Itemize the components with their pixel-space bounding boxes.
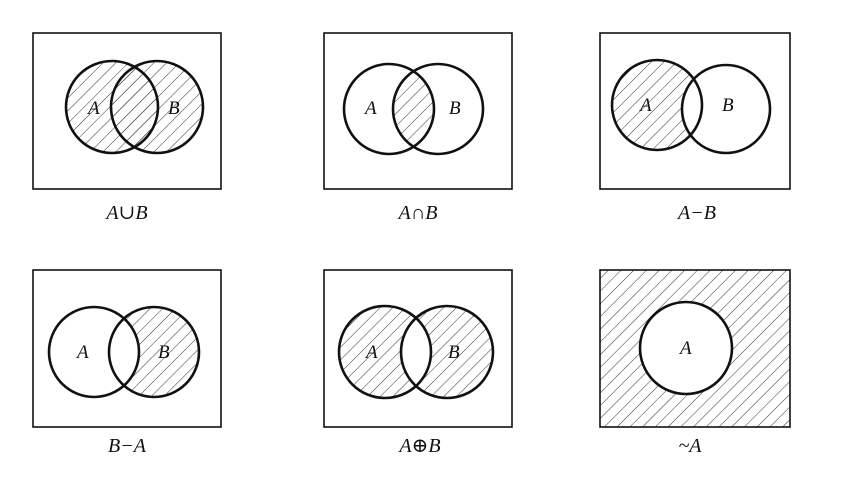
set-b-label: B <box>449 98 461 119</box>
operation-caption: B−A <box>108 435 147 457</box>
panel-b-minus-a: A B B−A <box>32 269 222 457</box>
panel-symmetric-difference: A B A⊕B <box>323 269 513 457</box>
operation-caption: A∩B <box>397 202 438 224</box>
operation-caption: A∪B <box>104 202 147 224</box>
set-a-label: A <box>75 342 89 363</box>
set-a-label: A <box>638 95 652 116</box>
panel-union: A B A∪B <box>32 32 222 224</box>
panel-frame <box>323 32 513 190</box>
set-a-circle <box>337 304 433 400</box>
set-a-circle <box>64 59 160 155</box>
shaded-region <box>66 61 203 153</box>
set-a-circle <box>47 305 141 399</box>
set-a-label: A <box>86 98 100 119</box>
operation-caption: A−B <box>676 202 716 224</box>
panel-frame <box>323 269 513 428</box>
operation-caption: A⊕B <box>397 435 440 457</box>
set-b-circle <box>391 62 485 156</box>
set-b-label: B <box>158 342 170 363</box>
set-a-label: A <box>364 342 378 363</box>
shaded-region <box>393 64 434 154</box>
set-b-label: B <box>168 98 180 119</box>
panel-frame <box>32 269 222 428</box>
set-a-label: A <box>678 338 692 359</box>
panel-complement: A ~A <box>599 269 791 457</box>
panel-frame <box>599 32 791 190</box>
operation-caption: ~A <box>678 435 702 457</box>
set-b-circle <box>680 63 772 155</box>
set-a-circle <box>610 58 704 152</box>
shaded-region <box>612 60 702 150</box>
set-a-circle <box>342 62 436 156</box>
set-a-label: A <box>363 98 377 119</box>
set-b-circle <box>109 59 205 155</box>
set-a-circle <box>638 300 734 396</box>
panel-frame <box>599 269 791 428</box>
set-b-circle <box>399 304 495 400</box>
set-b-circle <box>107 305 201 399</box>
shaded-region <box>339 306 493 398</box>
set-b-label: B <box>448 342 460 363</box>
panel-a-minus-b: A B A−B <box>599 32 791 224</box>
set-b-label: B <box>722 95 734 116</box>
panel-frame <box>32 32 222 190</box>
panel-intersection: A B A∩B <box>323 32 513 224</box>
